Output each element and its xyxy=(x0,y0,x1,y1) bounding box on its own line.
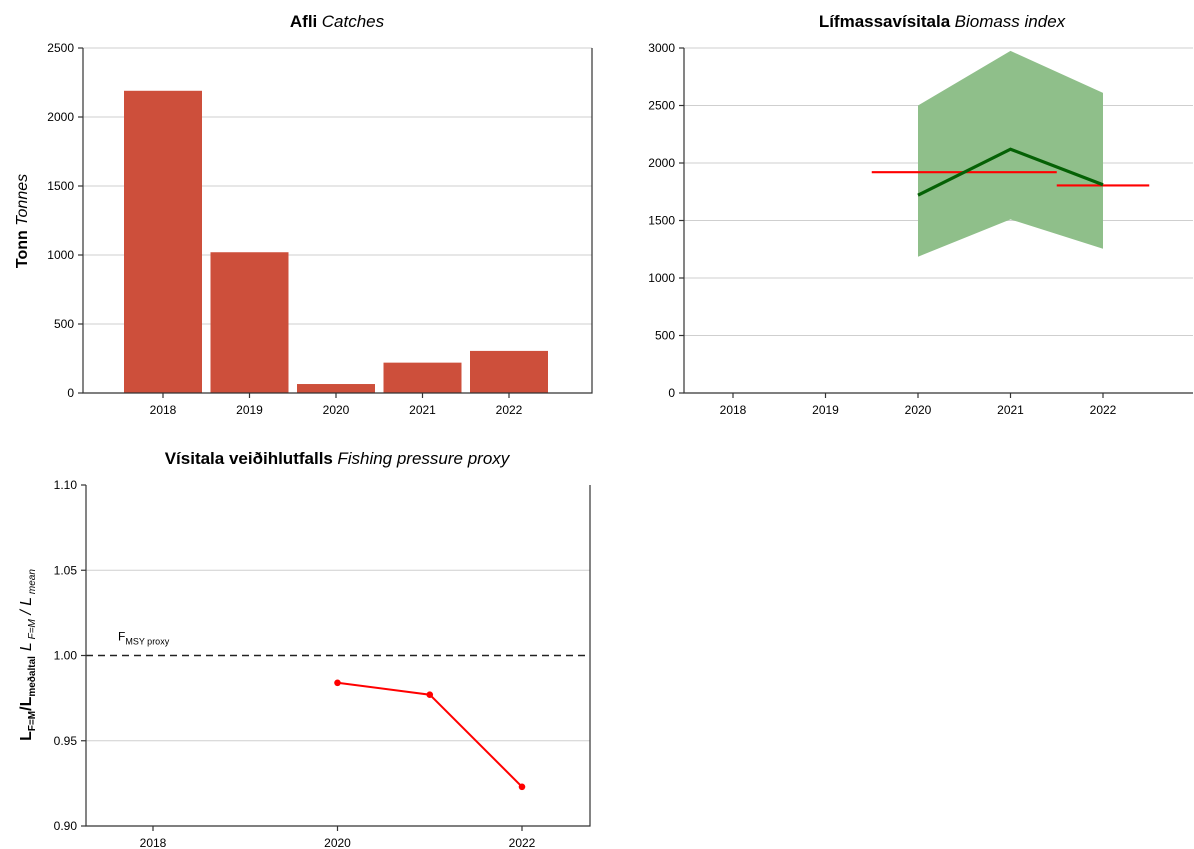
fp-y-tick-label: 1.10 xyxy=(54,478,78,492)
catches-title-bold: Afli xyxy=(290,12,317,31)
biomass-title: Lífmassavísitala Biomass index xyxy=(819,12,1066,31)
catches-y-tick-label: 2500 xyxy=(47,41,74,55)
fishing-pressure-panel: Vísitala veiðihlutfalls Fishing pressure… xyxy=(18,449,591,849)
fp-title-bold: Vísitala veiðihlutfalls xyxy=(165,449,333,468)
biomass-y-tick-label: 0 xyxy=(668,386,675,400)
fp-y-tick-label: 0.90 xyxy=(54,819,78,833)
biomass-x-tick-label: 2019 xyxy=(812,403,839,417)
biomass-y-tick-label: 500 xyxy=(655,329,675,343)
biomass-x-tick-label: 2022 xyxy=(1090,403,1117,417)
fmsy-label-main: F xyxy=(118,630,125,644)
biomass-x-tick-label: 2021 xyxy=(997,403,1024,417)
fp-ylabel-it1-sub: F=M xyxy=(27,618,38,642)
catches-bar xyxy=(297,384,375,393)
catches-x-tick-label: 2021 xyxy=(409,403,436,417)
fp-ylabel-it1: L xyxy=(18,642,35,651)
biomass-index-line xyxy=(917,147,1104,197)
fmsy-label-sub: MSY proxy xyxy=(125,637,169,647)
fp-point xyxy=(334,679,341,687)
fp-y-ticks: 0.90 0.95 1.00 1.05 1.10 xyxy=(54,478,86,833)
catches-y-tick-label: 1000 xyxy=(47,248,74,262)
biomass-plot-area xyxy=(871,50,1150,257)
catches-bar xyxy=(383,362,462,393)
fp-line xyxy=(337,681,523,788)
fp-point xyxy=(426,691,434,699)
biomass-x-tick-label: 2018 xyxy=(720,403,747,417)
catches-bar xyxy=(470,350,548,393)
catches-ylabel-bold: Tonn xyxy=(14,230,31,268)
biomass-y-tick-label: 3000 xyxy=(648,41,675,55)
fp-y-tick-label: 1.05 xyxy=(54,563,78,577)
fp-gridlines xyxy=(86,569,590,742)
catches-bar xyxy=(124,90,202,393)
catches-x-tick-label: 2020 xyxy=(323,403,350,417)
catches-bars xyxy=(124,90,548,393)
biomass-title-italic: Biomass index xyxy=(955,12,1066,31)
fp-title-italic: Fishing pressure proxy xyxy=(337,449,510,468)
fmsy-reference-label: FMSY proxy xyxy=(118,630,170,647)
fp-y-tick-label: 0.95 xyxy=(54,734,78,748)
fp-ylabel-slash: /L xyxy=(18,696,35,710)
fp-plot-area: FMSY proxy xyxy=(86,630,590,791)
biomass-x-tick-label: 2020 xyxy=(905,403,932,417)
catches-bar xyxy=(210,252,289,393)
fp-y-tick-label: 1.00 xyxy=(54,649,78,663)
fp-x-tick-label: 2020 xyxy=(324,836,351,849)
catches-y-tick-label: 1500 xyxy=(47,179,74,193)
biomass-panel: Lífmassavísitala Biomass index 0 500 1000 1… xyxy=(648,12,1193,417)
catches-y-ticks: 0 500 1000 1500 2000 2500 xyxy=(47,41,83,400)
fp-point xyxy=(518,783,526,791)
catches-x-tick-label: 2018 xyxy=(150,403,177,417)
catches-y-tick-label: 0 xyxy=(67,386,74,400)
fp-ylabel-l1: L xyxy=(18,731,35,741)
biomass-title-bold: Lífmassavísitala xyxy=(819,12,951,31)
catches-y-tick-label: 500 xyxy=(54,317,74,331)
catches-title-italic: Catches xyxy=(322,12,385,31)
catches-ylabel-italic: Tonnes xyxy=(14,174,31,226)
fp-x-tick-label: 2022 xyxy=(509,836,536,849)
catches-y-tick-label: 2000 xyxy=(47,110,74,124)
catches-x-tick-label: 2019 xyxy=(236,403,263,417)
biomass-y-ticks: 0 500 1000 1500 2000 2500 3000 xyxy=(648,41,684,400)
catches-x-tick-label: 2022 xyxy=(496,403,523,417)
catches-axis-frame xyxy=(82,48,593,394)
fp-x-ticks: 2018 2020 2022 xyxy=(140,826,536,849)
biomass-y-tick-label: 2500 xyxy=(648,99,675,113)
biomass-y-tick-label: 2000 xyxy=(648,156,675,170)
fishing-pressure-title: Vísitala veiðihlutfalls Fishing pressure… xyxy=(165,449,511,468)
fp-ylabel-it2-sub: mean xyxy=(27,569,38,597)
catches-y-axis-label: Tonn Tonnes xyxy=(14,174,31,268)
biomass-x-ticks: 2018 2019 2020 2021 2022 xyxy=(720,393,1117,417)
biomass-y-tick-label: 1000 xyxy=(648,271,675,285)
fp-ylabel-l2-sub: meðaltal xyxy=(26,656,38,697)
fp-ylabel-l1-sub: F=M xyxy=(27,711,38,731)
fp-y-axis-label: LF=M/LmeðaltalL F=M / L mean xyxy=(18,569,38,741)
biomass-y-tick-label: 1500 xyxy=(648,214,675,228)
biomass-confidence-band xyxy=(918,50,1103,257)
fp-ylabel-it-slash: / L xyxy=(18,597,35,619)
catches-title: Afli Catches xyxy=(290,12,385,31)
fp-x-tick-label: 2018 xyxy=(140,836,167,849)
catches-x-ticks: 2018 2019 2020 2021 2022 xyxy=(150,393,523,417)
